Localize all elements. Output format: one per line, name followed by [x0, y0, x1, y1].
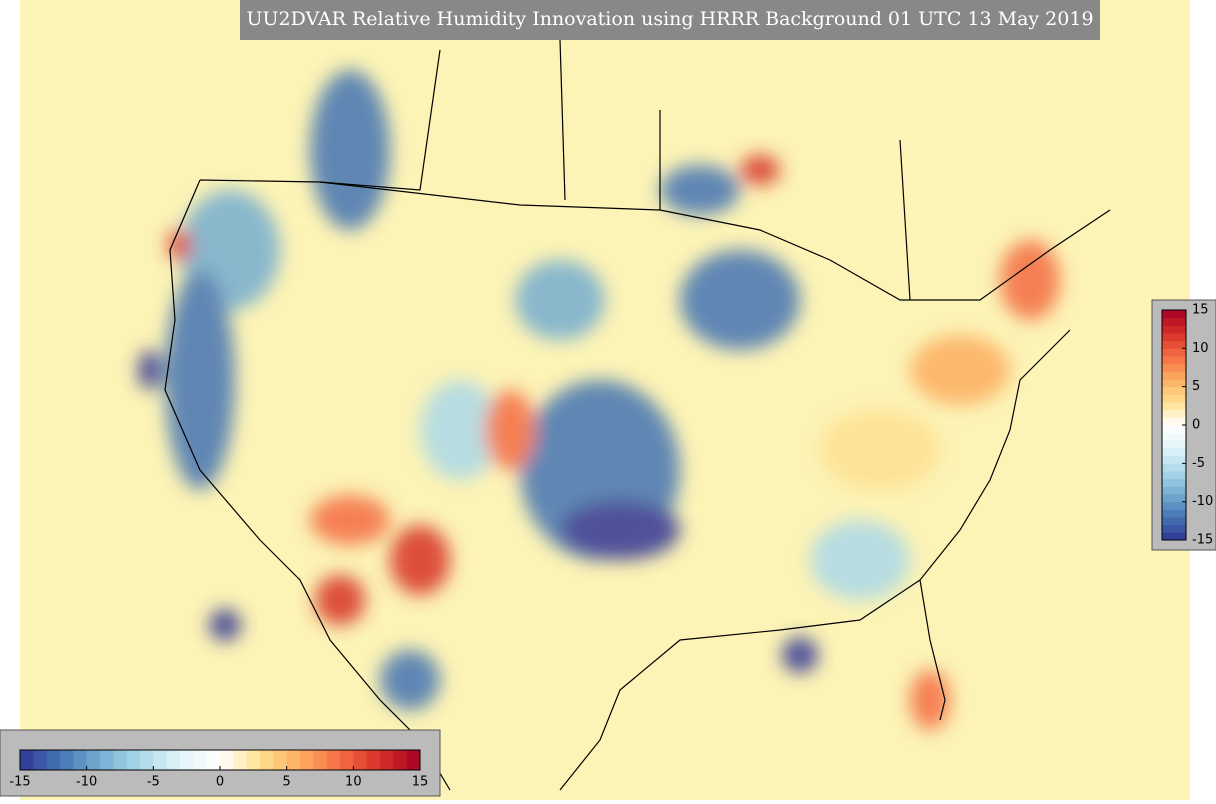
colorbar-segment — [60, 750, 74, 770]
colorbar-segment — [193, 750, 208, 770]
colorbar-tick-label: -10 — [1192, 494, 1213, 509]
colorbar-segment — [1162, 517, 1186, 526]
colorbar-segment — [1162, 333, 1186, 342]
colorbar-segment — [313, 750, 328, 770]
colorbar-segment — [1162, 524, 1186, 533]
colorbar-segment — [166, 750, 181, 770]
colorbar-segment — [1162, 371, 1186, 380]
colorbar-segment — [153, 750, 168, 770]
colorbar-segment — [126, 750, 141, 770]
map-title: UU2DVAR Relative Humidity Innovation usi… — [246, 8, 1093, 30]
colorbar-tick-label: 15 — [412, 775, 429, 790]
colorbar-tick-label: 10 — [1192, 341, 1209, 356]
colorbar-tick-label: -10 — [76, 775, 97, 790]
colorbar-segment — [246, 750, 261, 770]
colorbar-segment — [1162, 440, 1186, 449]
colorbar-segment — [220, 750, 234, 770]
colorbar-segment — [326, 750, 341, 770]
colorbar-segment — [1162, 509, 1186, 518]
colorbar-segment — [1162, 394, 1186, 403]
colorbar-tick-label: 0 — [1192, 418, 1200, 433]
colorbar-segment — [1162, 478, 1186, 487]
colorbar-segment — [1162, 325, 1186, 334]
colorbar-segment — [1162, 448, 1186, 457]
colorbar-segment — [380, 750, 394, 770]
colorbar-segment — [1162, 348, 1186, 357]
colorbar-tick-label: 5 — [1192, 379, 1200, 394]
colorbar-segment — [1162, 494, 1186, 503]
colorbar-tick-label: 10 — [345, 775, 362, 790]
colorbar-segment — [406, 750, 421, 770]
colorbar-segment — [340, 750, 354, 770]
colorbar-segment — [1162, 471, 1186, 480]
colorbar-segment — [100, 750, 114, 770]
colorbar-segment — [1162, 532, 1186, 541]
colorbar-segment — [86, 750, 101, 770]
colorbar-segment — [33, 750, 48, 770]
colorbar-tick-label: -15 — [9, 775, 30, 790]
colorbar-segment — [273, 750, 288, 770]
colorbar-segment — [1162, 356, 1186, 365]
colorbar-segment — [1162, 425, 1186, 434]
colorbar-segment — [1162, 409, 1186, 418]
colorbar-segment — [1162, 363, 1186, 372]
colorbar-segment — [1162, 501, 1186, 510]
colorbar-segment — [20, 750, 34, 770]
colorbar-segment — [206, 750, 221, 770]
colorbar-segment — [1162, 340, 1186, 349]
colorbar-segment — [286, 750, 301, 770]
colorbar-segment — [233, 750, 248, 770]
colorbar-segment — [1162, 463, 1186, 472]
title-box — [240, 0, 1100, 40]
colorbar-segment — [1162, 379, 1186, 388]
colorbar-tick-label: -5 — [1192, 456, 1205, 471]
boundaries — [164, 39, 1111, 791]
colorbar-tick-label: -5 — [147, 775, 160, 790]
colorbar-segment — [1162, 310, 1186, 319]
colorbar-segment — [1162, 486, 1186, 495]
colorbar-segment — [1162, 455, 1186, 464]
colorbar-tick-label: 15 — [1192, 303, 1209, 318]
colorbar-segment — [1162, 317, 1186, 326]
colorbar-segment — [1162, 386, 1186, 395]
colorbar-segment — [113, 750, 128, 770]
humidity-field — [138, 70, 1060, 730]
colorbar-segment — [260, 750, 274, 770]
colorbar-segment — [73, 750, 88, 770]
colorbar-segment — [1162, 432, 1186, 441]
colorbar-segment — [1162, 402, 1186, 411]
colorbar-segment — [393, 750, 408, 770]
colorbar-segment — [180, 750, 194, 770]
colorbar-tick-label: -15 — [1192, 533, 1213, 548]
colorbar-segment — [1162, 417, 1186, 426]
colorbar-tick-label: 0 — [216, 775, 224, 790]
colorbar-segment — [46, 750, 61, 770]
colorbar-tick-label: 5 — [283, 775, 291, 790]
colorbar-segment — [366, 750, 381, 770]
colorbar-segment — [140, 750, 154, 770]
colorbar-segment — [300, 750, 314, 770]
colorbar-segment — [353, 750, 368, 770]
